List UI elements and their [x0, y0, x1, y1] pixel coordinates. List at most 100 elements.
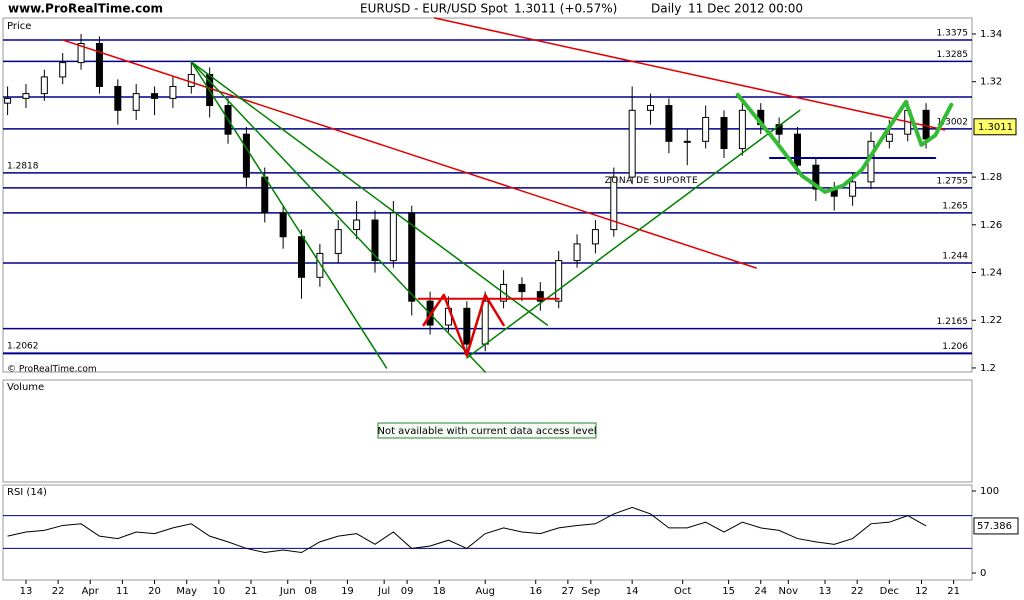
level-label: 1.2755 — [937, 176, 969, 186]
trend-line — [190, 61, 486, 373]
x-tick-label: May — [176, 586, 197, 597]
candle-body — [573, 243, 581, 262]
level-label: 1.2818 — [7, 161, 39, 171]
x-tick-label: Nov — [779, 586, 799, 597]
candle-body — [261, 176, 269, 214]
candle-body — [591, 229, 599, 245]
x-tick-label: 10 — [212, 586, 225, 597]
candle-body — [683, 140, 691, 143]
x-tick-label: 21 — [245, 586, 258, 597]
candle-body — [77, 43, 85, 64]
candle-body — [408, 212, 416, 302]
last-price-box — [973, 118, 1017, 136]
trend-line — [735, 92, 954, 194]
candle-body — [279, 212, 287, 238]
y-tick-label: 1.26 — [980, 220, 1002, 231]
candle-body — [132, 93, 140, 111]
x-tick-label: 15 — [722, 586, 735, 597]
zone-label: ZONA DE SUPORTE — [605, 176, 699, 186]
trend-line — [433, 17, 946, 131]
candle-body — [610, 176, 618, 231]
price-panel — [2, 17, 973, 373]
candle-body — [242, 133, 250, 178]
y-tick-label: 1.28 — [980, 172, 1002, 183]
y-tick-label: 1.24 — [980, 268, 1002, 279]
note-box — [377, 422, 597, 439]
instrument: EURUSD - EUR/USD Spot — [360, 2, 508, 16]
rsi-last: 57.386 — [977, 521, 1012, 532]
candle-body — [481, 300, 489, 345]
candle-body — [353, 219, 361, 231]
y-tick-label: 1.2 — [980, 363, 996, 374]
candle-body — [40, 76, 48, 95]
candle-body — [4, 97, 12, 104]
x-tick-label: 21 — [947, 586, 960, 597]
candle-body — [334, 229, 342, 254]
candle-body — [298, 236, 306, 278]
level-label: 1.3285 — [937, 50, 969, 60]
quote: 1.3011 (+0.57%) — [514, 2, 617, 16]
level-label: 1.2165 — [937, 317, 969, 327]
x-tick-label: 20 — [148, 586, 161, 597]
x-tick-label: 18 — [433, 586, 446, 597]
candle-body — [22, 93, 30, 99]
volume-panel — [2, 379, 973, 483]
site: www.ProRealTime.com — [8, 2, 163, 16]
x-tick-label: 09 — [401, 586, 414, 597]
candle-body — [114, 85, 122, 111]
trend-line — [422, 293, 505, 357]
x-tick-label: Dec — [880, 586, 899, 597]
x-tick-label: 22 — [851, 586, 864, 597]
x-tick-label: Jul — [377, 586, 390, 597]
level-label: 1.244 — [942, 251, 968, 261]
trend-line — [466, 109, 801, 359]
candle-body — [738, 109, 746, 149]
y-tick-label: 0 — [980, 568, 986, 579]
rsi-last-box — [973, 517, 1019, 535]
candle-body — [389, 212, 397, 262]
rsi-line — [7, 506, 927, 554]
x-tick-label: 24 — [754, 586, 767, 597]
x-tick-label: 11 — [116, 586, 129, 597]
candle-body — [169, 85, 177, 99]
level-label: 1.3375 — [937, 28, 969, 38]
x-tick-label: 08 — [304, 586, 317, 597]
trend-line — [61, 39, 757, 269]
credit: © ProRealTime.com — [7, 365, 97, 375]
last-price: 1.3011 — [978, 122, 1013, 133]
x-tick-label: 19 — [341, 586, 354, 597]
trend-line — [190, 61, 388, 369]
candle-body — [720, 116, 728, 149]
candle-body — [463, 307, 471, 345]
x-tick-label: Jun — [279, 586, 296, 597]
rsi-panel — [2, 484, 973, 581]
y-tick-label: 1.34 — [980, 29, 1002, 40]
x-tick-label: 13 — [20, 586, 33, 597]
y-tick-label: 1.32 — [980, 77, 1002, 88]
level-label: 1.206 — [942, 342, 968, 352]
candle-body — [775, 124, 783, 135]
candle-body — [316, 252, 324, 278]
x-tick-label: 22 — [52, 586, 65, 597]
candle-body — [702, 116, 710, 142]
date: 11 Dec 2012 00:00 — [688, 2, 803, 16]
candle-body — [59, 62, 67, 78]
volume-title: Volume — [7, 382, 44, 393]
level-label: 1.265 — [942, 201, 968, 211]
candle-body — [187, 74, 195, 87]
candle-body — [536, 291, 544, 302]
x-tick-label: Apr — [82, 586, 100, 597]
x-tick-label: 27 — [562, 586, 575, 597]
x-tick-label: 16 — [529, 586, 542, 597]
level-label: 1.2062 — [7, 342, 39, 352]
candle-body — [812, 164, 820, 190]
x-tick-label: Aug — [475, 586, 495, 597]
level-label: 1.3002 — [937, 117, 969, 127]
x-tick-label: 13 — [819, 586, 832, 597]
trend-line — [190, 61, 548, 326]
candle-body — [665, 105, 673, 142]
candle-body — [849, 181, 857, 197]
candle-body — [95, 43, 103, 87]
